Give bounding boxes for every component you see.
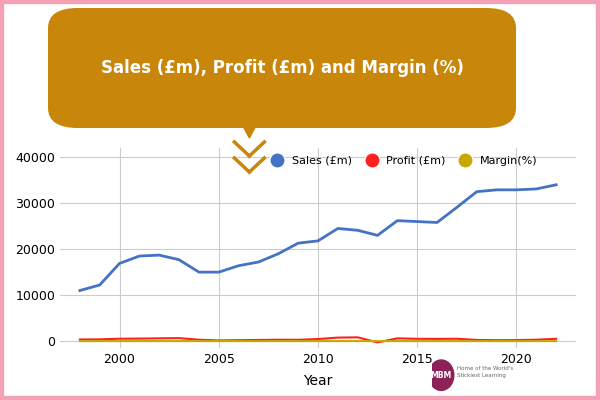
Text: Sales (£m), Profit (£m) and Margin (%): Sales (£m), Profit (£m) and Margin (%) [101, 59, 463, 77]
Circle shape [428, 360, 454, 390]
Text: Home of the World's
Stickiest Learning: Home of the World's Stickiest Learning [457, 366, 513, 378]
X-axis label: Year: Year [304, 374, 332, 388]
Legend: Sales (£m), Profit (£m), Margin(%): Sales (£m), Profit (£m), Margin(%) [262, 152, 542, 170]
Text: MBM: MBM [431, 371, 452, 380]
